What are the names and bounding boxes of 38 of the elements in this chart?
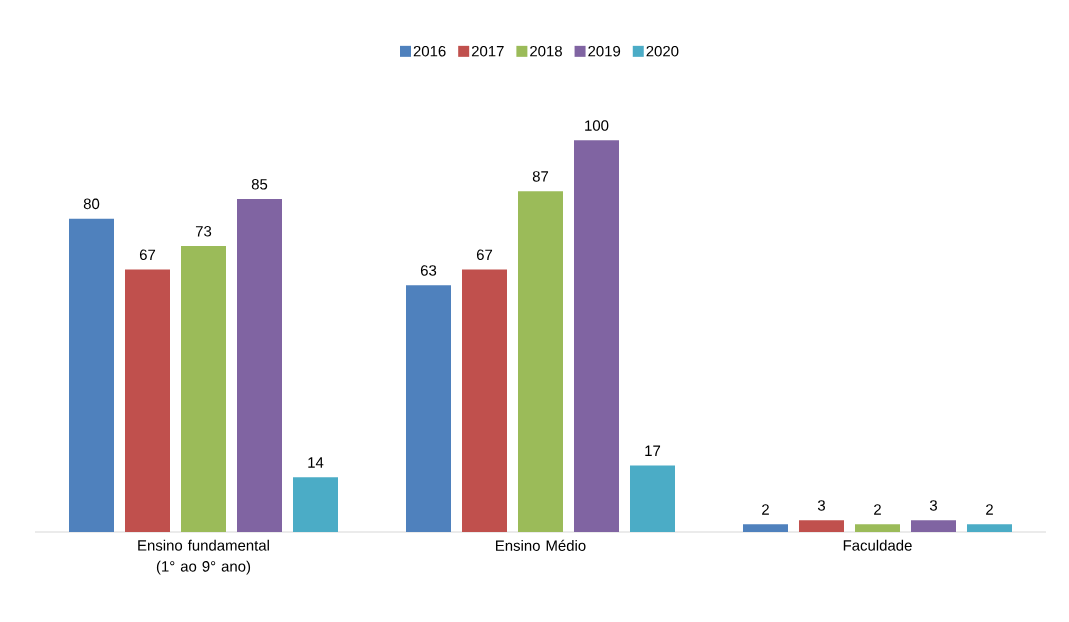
x-tick-label: Faculdade (843, 539, 912, 551)
legend-label: 2020 (646, 45, 679, 57)
data-label: 2 (986, 504, 993, 515)
data-label: 87 (532, 171, 549, 182)
data-label: 17 (645, 445, 661, 456)
bar (798, 520, 844, 532)
bar (181, 246, 226, 532)
bar (742, 524, 788, 532)
bar (406, 285, 451, 532)
data-label: 3 (817, 500, 825, 511)
data-label: 2 (762, 504, 769, 515)
x-tick-label: Ensino Médio (496, 539, 586, 551)
data-label: 100 (585, 120, 609, 131)
bar (910, 520, 956, 532)
bar (854, 524, 900, 532)
data-label: 67 (139, 249, 156, 261)
legend-label: 2018 (530, 45, 562, 57)
bar (462, 269, 507, 532)
data-label: 80 (83, 198, 100, 210)
legend-label: 2017 (471, 45, 504, 57)
data-label: 67 (476, 249, 493, 261)
legend-label: 2016 (413, 45, 446, 57)
bar (574, 140, 619, 532)
legend-label: 2019 (588, 45, 621, 57)
bar (630, 465, 675, 532)
data-label: 2 (874, 504, 881, 515)
bar (125, 269, 170, 532)
bar (237, 199, 282, 532)
data-label: 63 (420, 265, 437, 276)
bar (293, 477, 338, 532)
data-label: 73 (195, 225, 212, 237)
data-label: 3 (929, 500, 937, 511)
bar (69, 218, 114, 532)
bar (967, 524, 1012, 532)
bar (518, 191, 563, 532)
x-tick-label: Ensino fundamental (1° ao 9° ano) (138, 539, 269, 575)
data-label: 14 (308, 457, 324, 468)
data-label: 85 (251, 178, 268, 190)
